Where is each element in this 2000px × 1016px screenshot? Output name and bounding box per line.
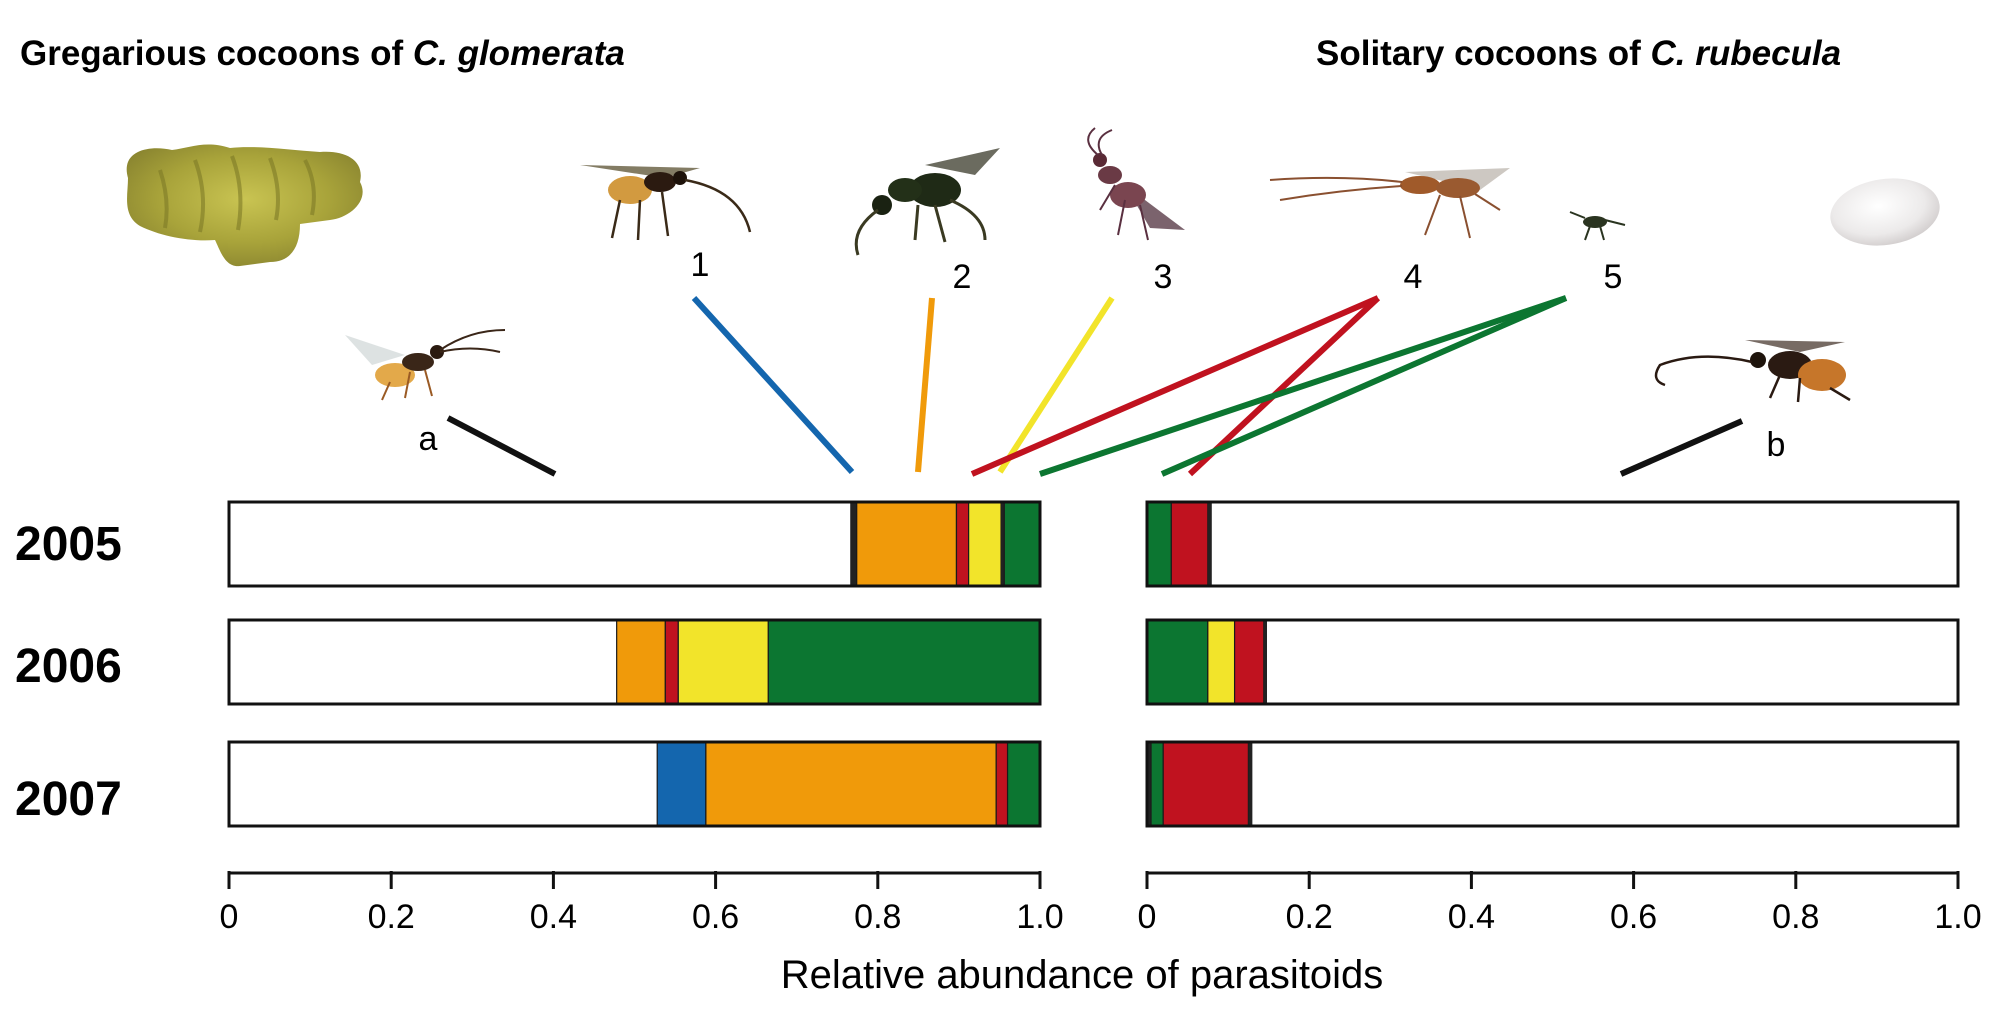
gregarious-2007-segment-a — [229, 742, 658, 826]
wasp-specimen-b-image — [1654, 340, 1851, 403]
gregarious-2007-segment-2 — [705, 741, 997, 827]
gregarious-2005-segment-3 — [968, 501, 1002, 587]
solitary-2005-segment-4 — [1170, 501, 1209, 587]
gregarious-cocoon-image — [126, 144, 363, 267]
solitary-tick-label: 1.0 — [1934, 898, 1981, 936]
gregarious-2007-segment-5 — [1006, 741, 1041, 827]
solitary-x-axis: 0 0.2 0.4 0.6 0.8 1.0 — [1138, 871, 1982, 936]
specimen-label-b: b — [1767, 426, 1786, 464]
solitary-tick-label: 0.6 — [1610, 898, 1657, 936]
gregarious-2007-bar-outline — [227, 740, 1042, 828]
connector-5-right — [1160, 295, 1568, 477]
year-label-2005: 2005 — [15, 518, 122, 571]
solitary-2007-bar-outline — [1145, 740, 1960, 828]
wasp-specimen-2-image — [854, 148, 1000, 256]
solitary-2006-bar-outline — [1145, 618, 1960, 706]
gregarious-tick-label: 0 — [220, 898, 239, 936]
gregarious-tick-label: 0.2 — [368, 898, 415, 936]
gregarious-2005-bar-outline — [227, 500, 1042, 588]
solitary-tick-label: 0.4 — [1448, 898, 1495, 936]
gregarious-2007-segment-1 — [656, 741, 707, 827]
gregarious-2005-segment-a — [229, 502, 851, 586]
solitary-2005-segment-thin — [1207, 502, 1212, 586]
connector-4-left — [970, 295, 1380, 477]
gregarious-2006-segment-3 — [677, 619, 769, 705]
solitary-2007-segment-b — [1252, 742, 1958, 826]
solitary-tick-label: 0.2 — [1286, 898, 1333, 936]
wasp-specimen-1-image — [580, 165, 752, 241]
connector-1 — [691, 295, 855, 475]
solitary-2007-segment-thin — [1248, 742, 1253, 826]
solitary-tick-label: 0.8 — [1772, 898, 1819, 936]
solitary-tick-label: 0 — [1138, 898, 1157, 936]
solitary-cocoon-image — [1830, 178, 1940, 246]
specimen-label-1: 1 — [691, 246, 710, 284]
right-panel-title: Solitary cocoons of C. rubecula — [1316, 34, 1841, 74]
x-axis-title: Relative abundance of parasitoids — [781, 953, 1384, 997]
gregarious-2006-segment-5 — [767, 619, 1041, 705]
gregarious-2006-bar-outline — [227, 618, 1042, 706]
gregarious-2005-segment-5 — [1003, 501, 1041, 587]
right-title-species: C. rubecula — [1650, 34, 1842, 73]
solitary-2005-bar-outline — [1145, 500, 1960, 588]
connector-a — [446, 415, 557, 477]
wasp-specimen-3-image — [1087, 127, 1185, 241]
solitary-2005-segment-b — [1211, 502, 1958, 586]
solitary-2005-segment-5 — [1146, 501, 1172, 587]
left-title-species: C. glomerata — [412, 34, 625, 73]
connector-b — [1619, 418, 1744, 477]
specimen-label-a: a — [419, 420, 438, 458]
gregarious-2006-segment-a — [229, 620, 617, 704]
specimen-label-5: 5 — [1604, 258, 1623, 296]
connector-5-left — [1039, 295, 1567, 477]
gregarious-tick-label: 0.6 — [692, 898, 739, 936]
left-title-text: Gregarious cocoons of — [20, 34, 413, 73]
year-label-2007: 2007 — [15, 773, 122, 826]
wasp-specimen-5-image — [1569, 211, 1626, 241]
specimen-label-2: 2 — [953, 258, 972, 296]
left-panel-title: Gregarious cocoons of C. glomerata — [20, 34, 625, 74]
gregarious-2006-segment-4 — [664, 619, 679, 705]
gregarious-x-axis: 0 0.2 0.4 0.6 0.8 1.0 — [220, 871, 1064, 936]
gregarious-2007-segment-4 — [995, 741, 1009, 827]
specimen-label-4: 4 — [1404, 258, 1423, 296]
solitary-2007-segment-4 — [1162, 741, 1249, 827]
solitary-2007-segment-5 — [1150, 741, 1164, 827]
solitary-2006-segment-thin — [1263, 620, 1268, 704]
connector-lines — [446, 295, 1744, 477]
solitary-2007-segment-thin — [1147, 742, 1152, 826]
year-label-2006: 2006 — [15, 640, 122, 693]
gregarious-bars — [227, 500, 1042, 828]
right-title-text: Solitary cocoons of — [1316, 34, 1651, 73]
solitary-2006-segment-3 — [1207, 619, 1236, 705]
wasp-specimen-a-image — [345, 329, 506, 401]
connector-2 — [915, 297, 935, 473]
gregarious-2006-segment-2 — [616, 619, 666, 705]
gregarious-2005-segment-2 — [856, 501, 958, 587]
wasp-specimen-4-image — [1269, 168, 1510, 239]
gregarious-2005-segment-thin — [850, 502, 857, 586]
solitary-bars — [1145, 500, 1960, 828]
solitary-2006-segment-5 — [1146, 619, 1209, 705]
gregarious-tick-label: 0.4 — [530, 898, 577, 936]
gregarious-2005-segment-4 — [955, 501, 970, 587]
connector-4-right — [1187, 295, 1381, 477]
connector-3 — [997, 296, 1115, 474]
gregarious-tick-label: 1.0 — [1016, 898, 1063, 936]
specimen-label-3: 3 — [1154, 258, 1173, 296]
gregarious-tick-label: 0.8 — [854, 898, 901, 936]
gregarious-2005-segment-thin — [1001, 502, 1005, 586]
solitary-2006-segment-4 — [1233, 619, 1265, 705]
solitary-2006-segment-b — [1267, 620, 1958, 704]
